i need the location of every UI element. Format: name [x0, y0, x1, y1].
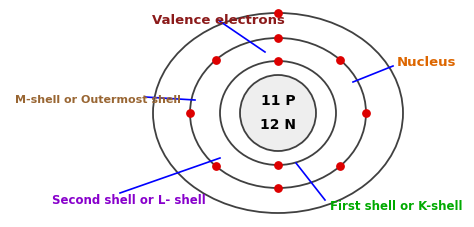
Point — [337, 164, 344, 168]
Point — [212, 58, 219, 62]
Text: Nucleus: Nucleus — [397, 55, 456, 69]
Text: Second shell or L- shell: Second shell or L- shell — [52, 193, 206, 207]
Text: 12 N: 12 N — [260, 118, 296, 132]
Text: Valence electrons: Valence electrons — [152, 14, 284, 27]
Point — [274, 186, 282, 190]
Point — [362, 111, 370, 115]
Point — [212, 164, 219, 168]
Text: M-shell or Outermost shell: M-shell or Outermost shell — [15, 95, 181, 105]
Text: 11 P: 11 P — [261, 94, 295, 108]
Point — [337, 58, 344, 62]
Point — [274, 36, 282, 40]
Text: First shell or K-shell: First shell or K-shell — [330, 200, 463, 214]
Point — [186, 111, 194, 115]
Ellipse shape — [240, 75, 316, 151]
Point — [274, 11, 282, 15]
Point — [274, 163, 282, 167]
Point — [274, 59, 282, 63]
